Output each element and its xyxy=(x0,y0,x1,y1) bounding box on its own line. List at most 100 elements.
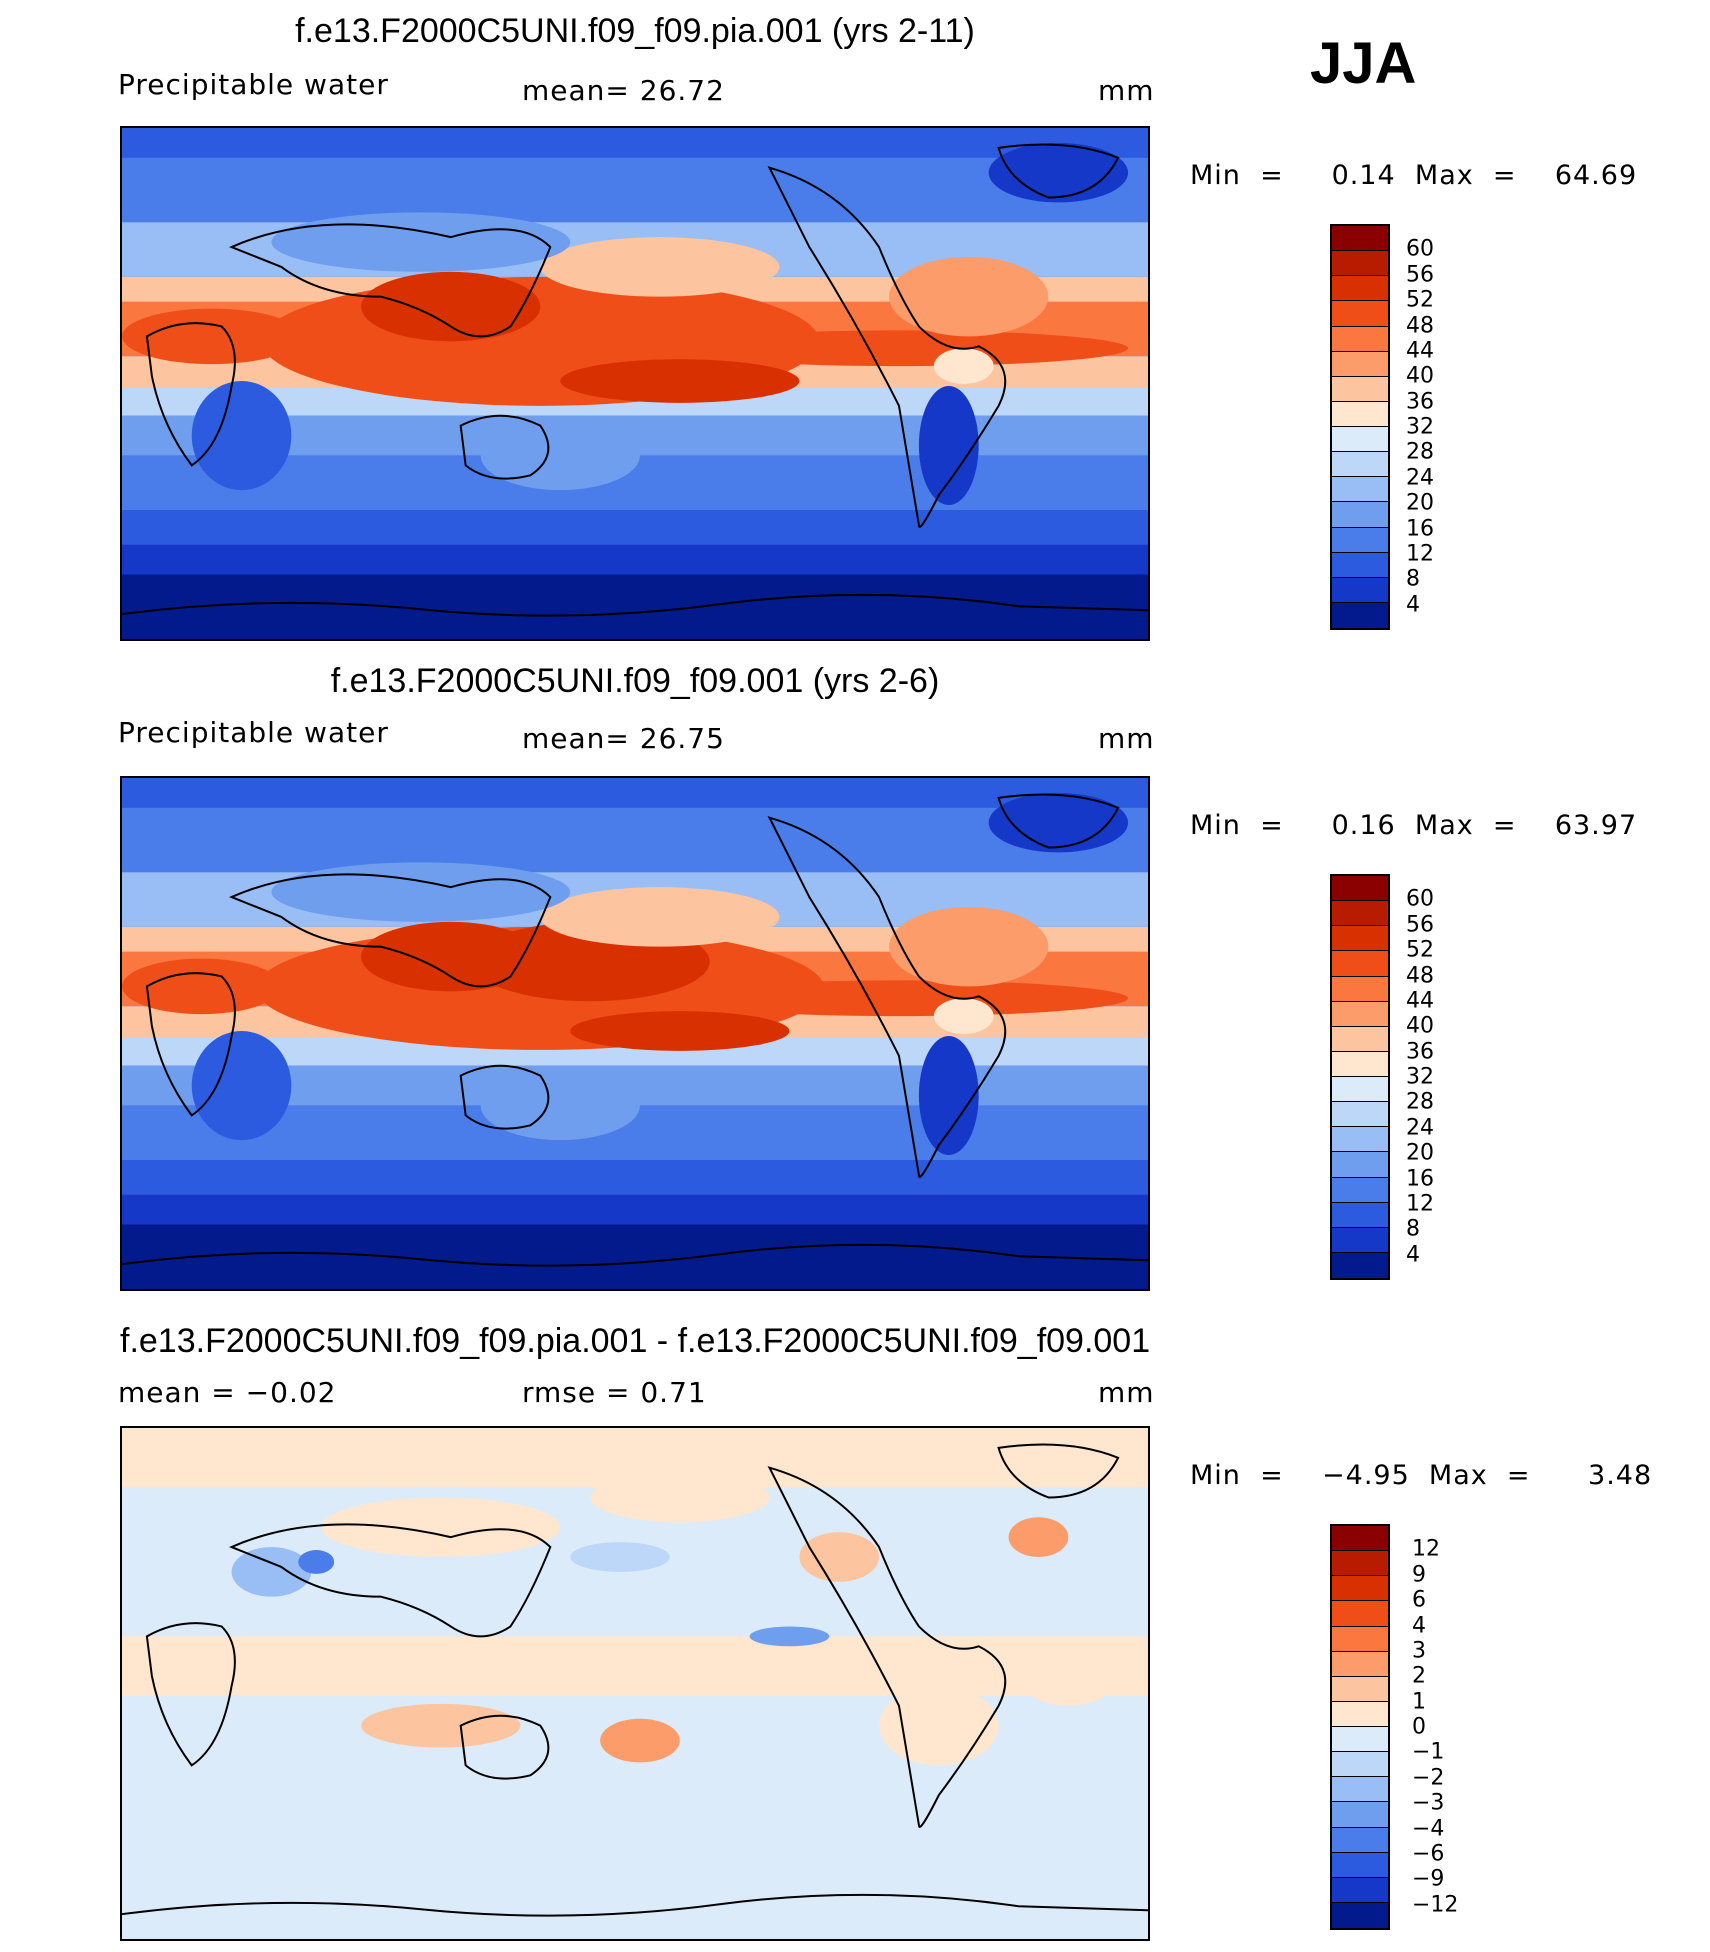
colorbar-tick-label: 2 xyxy=(1412,1663,1426,1689)
colorbar-tick-label: −6 xyxy=(1412,1841,1445,1867)
colorbar-tick-label: 56 xyxy=(1406,912,1434,938)
units-label: mm xyxy=(1098,1376,1155,1409)
colorbar xyxy=(1330,1524,1390,1930)
colorbar-swatch xyxy=(1332,1701,1388,1727)
colorbar-swatch xyxy=(1332,1127,1388,1153)
colorbar-swatch xyxy=(1332,1852,1388,1878)
units-label: mm xyxy=(1098,722,1155,755)
map-svg xyxy=(122,1428,1148,1939)
colorbar-swatch xyxy=(1332,1601,1388,1627)
colorbar-swatch xyxy=(1332,577,1388,603)
minmax-readout: Min = −4.95 Max = 3.48 xyxy=(1190,1460,1653,1491)
diff-mean-label: mean = −0.02 xyxy=(118,1376,337,1409)
colorbar-swatch xyxy=(1332,1551,1388,1577)
colorbar-tick-label: 60 xyxy=(1406,236,1434,262)
colorbar-swatch xyxy=(1332,351,1388,377)
colorbar-swatch xyxy=(1332,427,1388,453)
colorbar-swatch xyxy=(1332,1777,1388,1803)
colorbar-tick-label: 8 xyxy=(1406,1216,1420,1242)
colorbar-swatch xyxy=(1332,502,1388,528)
colorbar-swatch xyxy=(1332,602,1388,628)
colorbar-tick-label: 32 xyxy=(1406,414,1434,440)
colorbar-swatch xyxy=(1332,1626,1388,1652)
colorbar-tick-label: 44 xyxy=(1406,338,1434,364)
colorbar-swatch xyxy=(1332,1802,1388,1828)
colorbar-swatch xyxy=(1332,1651,1388,1677)
colorbar-tick-label: 60 xyxy=(1406,886,1434,912)
colorbar-swatch xyxy=(1332,401,1388,427)
colorbar-swatch xyxy=(1332,326,1388,352)
colorbar-tick-label: 36 xyxy=(1406,389,1434,415)
colorbar-tick-label: −9 xyxy=(1412,1866,1445,1892)
colorbar-swatch xyxy=(1332,1526,1388,1552)
map-svg xyxy=(122,778,1148,1289)
colorbar-swatch xyxy=(1332,552,1388,578)
colorbar-tick-label: 1 xyxy=(1412,1689,1426,1715)
colorbar-swatch xyxy=(1332,951,1388,977)
colorbar-tick-label: 28 xyxy=(1406,439,1434,465)
colorbar-tick-label: 6 xyxy=(1412,1587,1426,1613)
map-absolute xyxy=(120,126,1150,641)
colorbar-tick-label: 44 xyxy=(1406,988,1434,1014)
colorbar-swatch xyxy=(1332,1252,1388,1278)
colorbar-swatch xyxy=(1332,276,1388,302)
colorbar-tick-label: 16 xyxy=(1406,1166,1434,1191)
map-difference xyxy=(120,1426,1150,1941)
colorbar-swatch xyxy=(1332,1676,1388,1702)
colorbar-swatch xyxy=(1332,1827,1388,1853)
colorbar-tick-label: −2 xyxy=(1412,1765,1445,1791)
colorbar-tick-label: −1 xyxy=(1412,1739,1445,1765)
colorbar-swatch xyxy=(1332,926,1388,952)
colorbar-tick-label: 48 xyxy=(1406,313,1434,338)
season-label: JJA xyxy=(1310,31,1417,96)
colorbar-tick-label: 4 xyxy=(1412,1613,1426,1638)
colorbar-tick-label: 40 xyxy=(1406,1013,1434,1039)
colorbar-tick-label: 12 xyxy=(1406,541,1434,567)
map-svg xyxy=(122,128,1148,639)
colorbar-swatch xyxy=(1332,1001,1388,1027)
colorbar-swatch xyxy=(1332,1026,1388,1052)
colorbar-tick-label: 4 xyxy=(1406,592,1420,618)
colorbar-swatch xyxy=(1332,251,1388,277)
colorbar-swatch xyxy=(1332,452,1388,478)
colorbar-swatch xyxy=(1332,1877,1388,1903)
colorbar-tick-label: 56 xyxy=(1406,262,1434,288)
map-absolute xyxy=(120,776,1150,1291)
colorbar-swatch xyxy=(1332,1152,1388,1178)
colorbar-tick-label: 24 xyxy=(1406,1115,1434,1141)
colorbar-tick-label: −4 xyxy=(1412,1816,1445,1841)
colorbar-tick-label: 52 xyxy=(1406,287,1434,313)
minmax-readout: Min = 0.14 Max = 64.69 xyxy=(1190,160,1638,191)
colorbar-tick-label: 12 xyxy=(1412,1536,1440,1562)
colorbar-tick-label: 40 xyxy=(1406,363,1434,389)
mean-label: mean= 26.72 xyxy=(522,74,725,107)
mean-label: mean= 26.75 xyxy=(522,722,725,755)
colorbar-tick-label: 20 xyxy=(1406,1140,1434,1166)
colorbar-swatch xyxy=(1332,1102,1388,1128)
rmse-label: rmse = 0.71 xyxy=(522,1376,707,1409)
panel-title: f.e13.F2000C5UNI.f09_f09.001 (yrs 2-6) xyxy=(330,662,940,700)
colorbar-tick-label: 48 xyxy=(1406,963,1434,988)
colorbar-tick-label: 16 xyxy=(1406,516,1434,541)
colorbar-tick-label: −12 xyxy=(1412,1892,1459,1918)
colorbar-swatch xyxy=(1332,477,1388,503)
colorbar-swatch xyxy=(1332,876,1388,902)
colorbar-tick-label: 9 xyxy=(1412,1562,1426,1588)
colorbar-tick-label: 28 xyxy=(1406,1089,1434,1115)
colorbar xyxy=(1330,224,1390,630)
colorbar-tick-label: 3 xyxy=(1412,1638,1426,1664)
colorbar-swatch xyxy=(1332,1576,1388,1602)
colorbar-tick-label: 32 xyxy=(1406,1064,1434,1090)
colorbar-swatch xyxy=(1332,1727,1388,1753)
colorbar-swatch xyxy=(1332,1177,1388,1203)
colorbar-swatch xyxy=(1332,376,1388,402)
variable-label: Precipitable water xyxy=(118,716,389,749)
colorbar-tick-label: 8 xyxy=(1406,566,1420,592)
colorbar-swatch xyxy=(1332,1051,1388,1077)
variable-label: Precipitable water xyxy=(118,68,389,101)
colorbar-swatch xyxy=(1332,901,1388,927)
colorbar-swatch xyxy=(1332,976,1388,1002)
colorbar-tick-label: 24 xyxy=(1406,465,1434,491)
colorbar-swatch xyxy=(1332,226,1388,252)
colorbar-swatch xyxy=(1332,1752,1388,1778)
